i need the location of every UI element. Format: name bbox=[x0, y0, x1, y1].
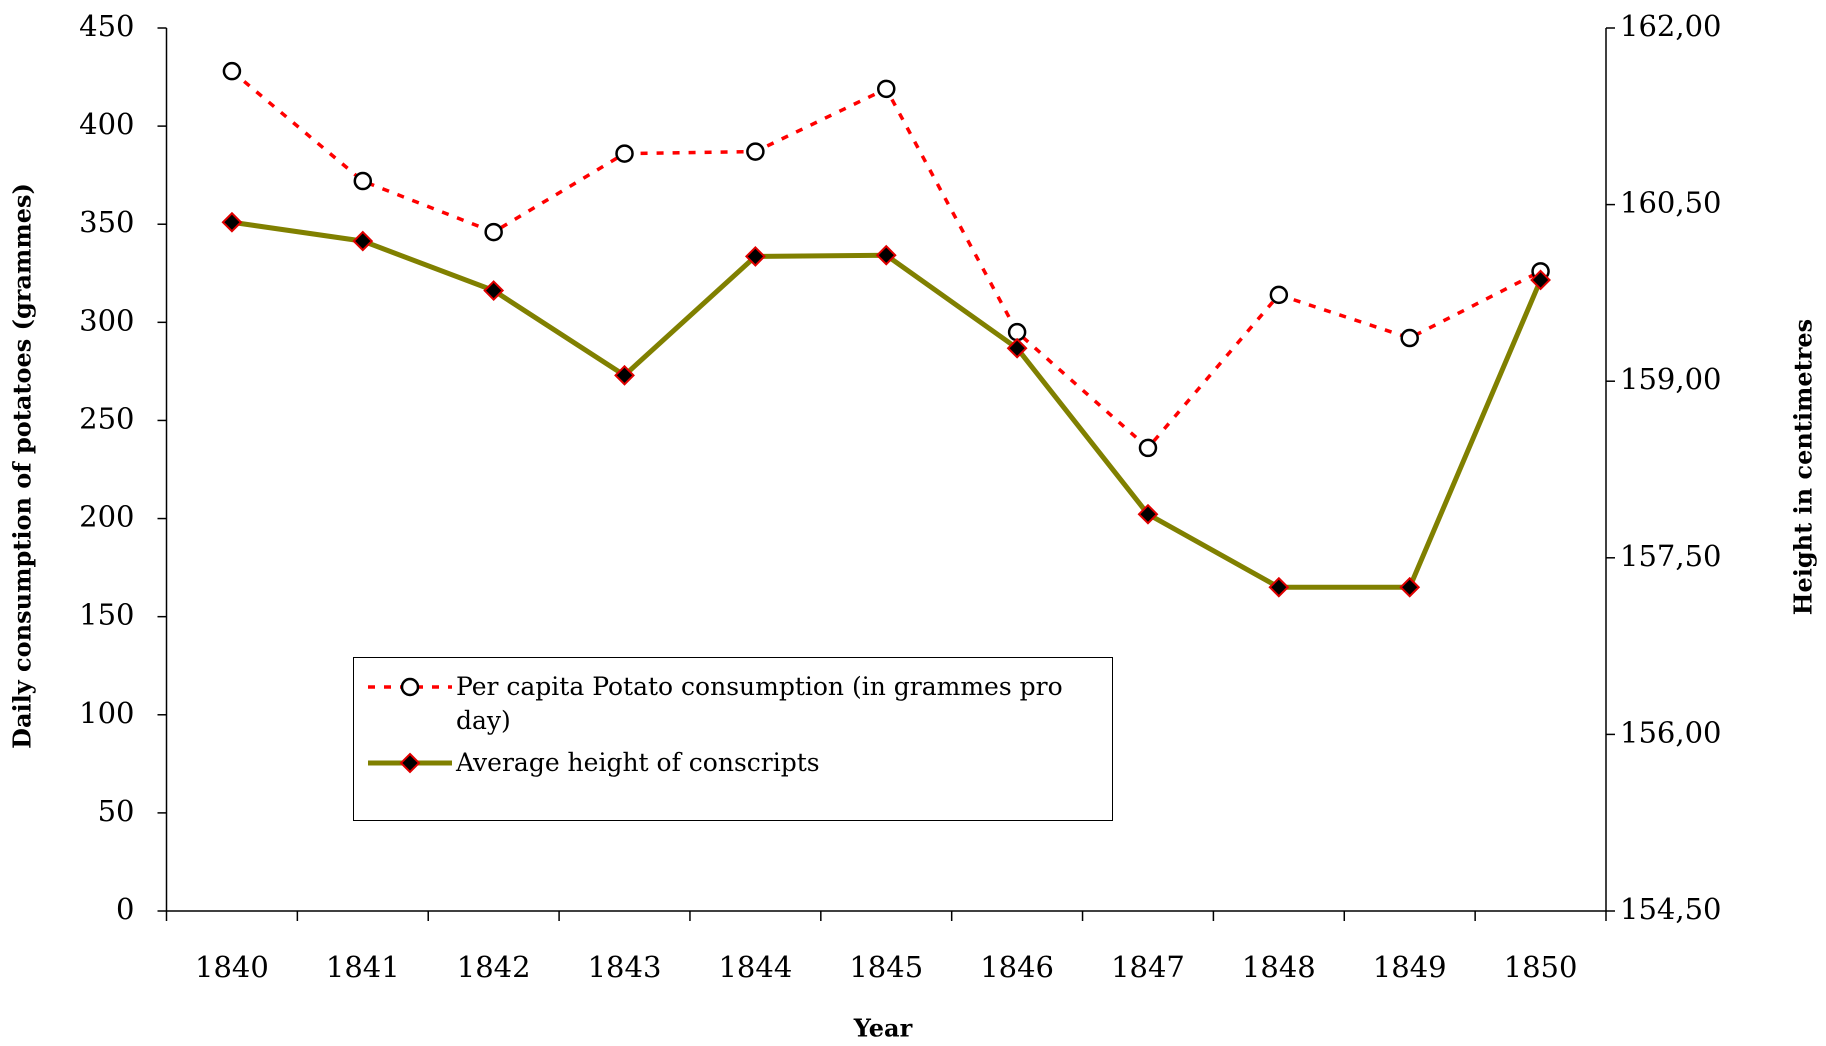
y-tick-label: 50 bbox=[98, 794, 135, 828]
y2-tick-label: 157,50 bbox=[1620, 539, 1721, 573]
y-tick-label: 300 bbox=[79, 303, 134, 337]
point bbox=[877, 79, 896, 99]
x-tick-label: 1840 bbox=[195, 950, 269, 984]
x-axis-title: Year bbox=[853, 1014, 913, 1043]
legend-label: Per capita Potato consumption (in gramme… bbox=[456, 672, 1063, 735]
point bbox=[875, 244, 897, 266]
point bbox=[221, 211, 243, 233]
x-tick-label: 1845 bbox=[849, 950, 923, 984]
y2-tick-label: 160,50 bbox=[1620, 186, 1721, 220]
legend-marker bbox=[399, 752, 421, 774]
x-tick-label: 1847 bbox=[1111, 950, 1185, 984]
x-tick-label: 1849 bbox=[1373, 950, 1447, 984]
y2-tick-label: 154,50 bbox=[1620, 892, 1721, 926]
legend: Per capita Potato consumption (in gramme… bbox=[353, 657, 1113, 821]
y-tick-label: 150 bbox=[79, 598, 134, 632]
x-tick-label: 1841 bbox=[326, 950, 400, 984]
point bbox=[1399, 576, 1421, 598]
y-tick-label: 250 bbox=[79, 401, 134, 435]
legend-entry: Per capita Potato consumption (in gramme… bbox=[364, 670, 1102, 738]
point bbox=[1269, 285, 1289, 305]
y2-tick-label: 159,00 bbox=[1620, 362, 1721, 396]
legend-swatch bbox=[368, 752, 452, 774]
point bbox=[1268, 576, 1290, 598]
y-axis-title: Daily consumption of potatoes (grammes) bbox=[8, 183, 37, 749]
y2-axis-title: Height in centimetres bbox=[1789, 319, 1818, 615]
y2-tick-label: 162,00 bbox=[1620, 9, 1721, 43]
x-tick-label: 1844 bbox=[718, 950, 792, 984]
point bbox=[1006, 337, 1028, 359]
x-tick-label: 1842 bbox=[457, 950, 531, 984]
y-tick-label: 450 bbox=[79, 9, 134, 43]
y-tick-label: 200 bbox=[79, 500, 134, 534]
y-tick-label: 0 bbox=[116, 892, 134, 926]
point bbox=[746, 142, 765, 161]
y2-tick-label: 156,00 bbox=[1620, 715, 1721, 749]
point bbox=[1530, 269, 1551, 291]
point bbox=[483, 280, 505, 301]
y-tick-label: 100 bbox=[79, 696, 134, 730]
point bbox=[1400, 328, 1419, 348]
legend-marker bbox=[400, 677, 420, 697]
point bbox=[614, 364, 635, 386]
legend-entry: Average height of conscripts bbox=[364, 746, 1102, 780]
point bbox=[1137, 503, 1159, 525]
y-tick-label: 350 bbox=[79, 205, 134, 239]
point bbox=[744, 245, 766, 267]
point bbox=[222, 61, 242, 81]
point bbox=[1007, 322, 1027, 342]
x-tick-label: 1846 bbox=[980, 950, 1054, 984]
point bbox=[615, 144, 634, 163]
legend-label: Average height of conscripts bbox=[456, 748, 820, 777]
point bbox=[353, 171, 373, 191]
x-tick-label: 1850 bbox=[1504, 950, 1578, 984]
legend-swatch bbox=[368, 677, 452, 697]
x-tick-label: 1843 bbox=[588, 950, 662, 984]
point bbox=[1138, 438, 1158, 458]
point bbox=[484, 222, 503, 242]
series-line bbox=[231, 219, 1543, 590]
y-tick-label: 400 bbox=[79, 107, 134, 141]
x-tick-label: 1848 bbox=[1242, 950, 1316, 984]
point bbox=[352, 230, 374, 252]
